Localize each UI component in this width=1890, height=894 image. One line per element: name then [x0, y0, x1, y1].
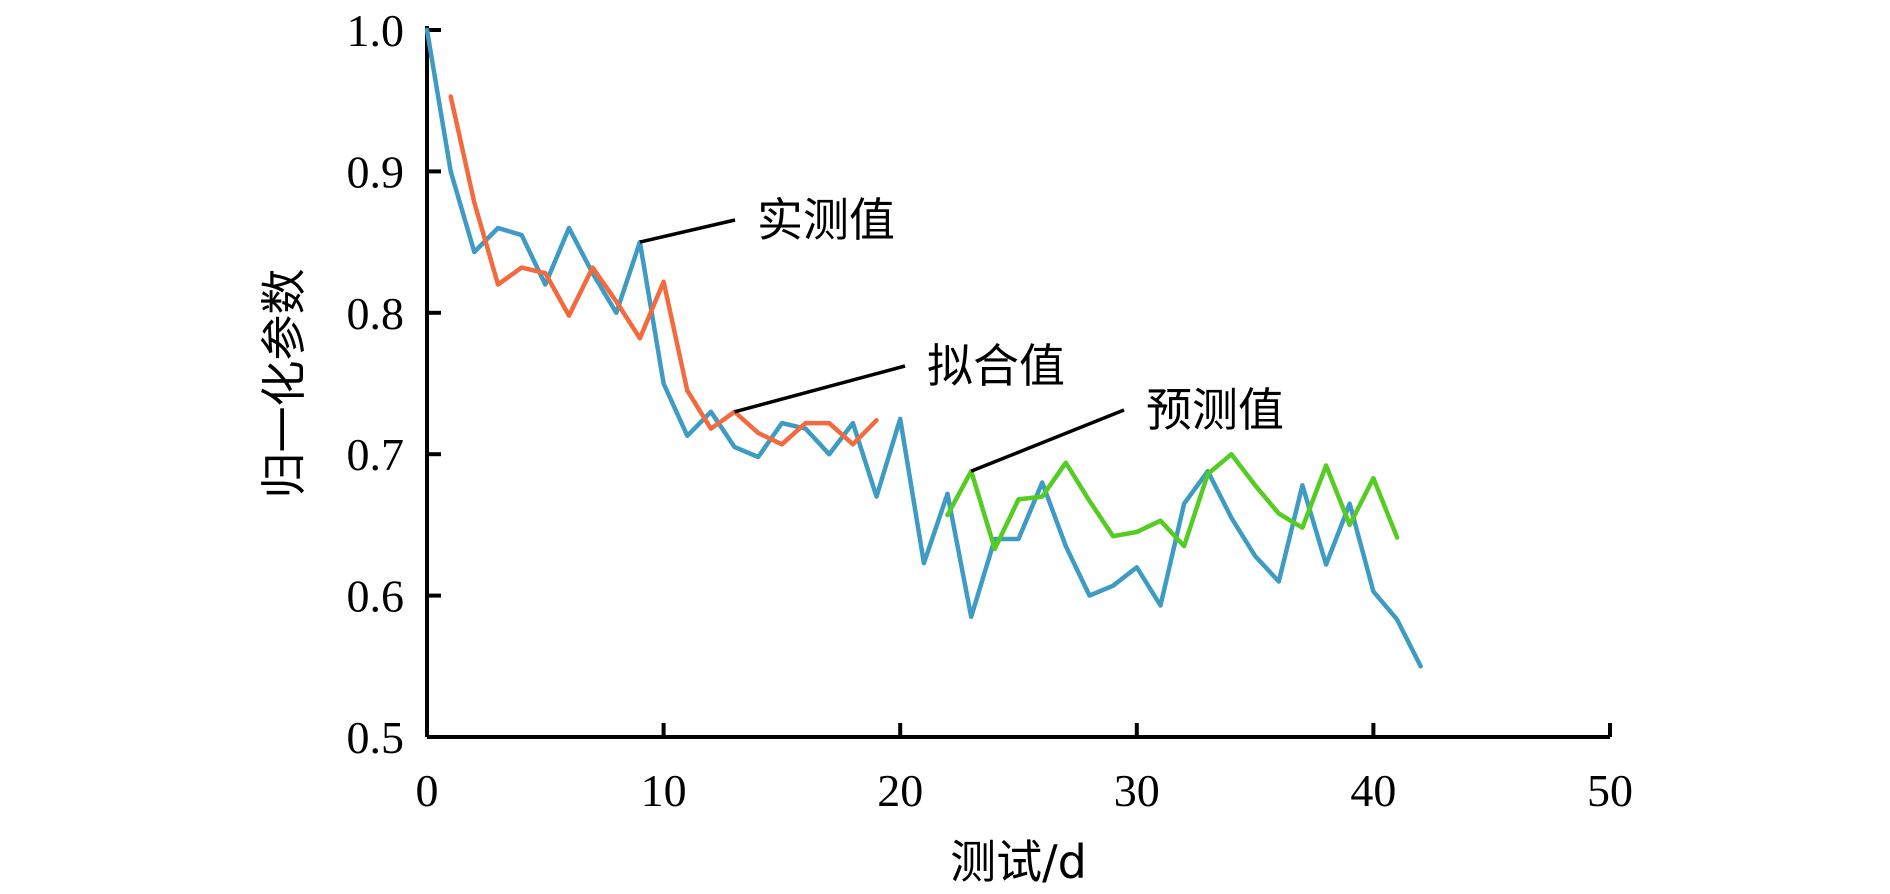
y-tick-label: 0.8	[347, 288, 405, 339]
x-tick-label: 0	[416, 765, 439, 816]
y-tick-label: 1.0	[347, 5, 405, 56]
y-tick-label: 0.5	[347, 712, 405, 763]
y-tick-label: 0.6	[347, 571, 405, 622]
chart-series	[424, 27, 1423, 669]
x-tick-label: 10	[641, 765, 687, 816]
x-tick-label: 20	[877, 765, 923, 816]
x-tick-label: 50	[1587, 765, 1633, 816]
annotation-label: 实测值	[757, 193, 895, 247]
annotation-label: 拟合值	[927, 339, 1065, 393]
annotation-leader	[639, 218, 736, 244]
annotation-leader	[734, 364, 906, 414]
x-tick-label: 40	[1350, 765, 1396, 816]
x-axis-title: 测试/d	[950, 835, 1087, 889]
y-tick-label: 0.7	[347, 429, 405, 480]
y-axis-title: 归一化参数	[257, 269, 311, 499]
x-tick-label: 30	[1114, 765, 1160, 816]
annotation-leader	[970, 408, 1125, 473]
annotation-label: 预测值	[1146, 383, 1284, 437]
chart-ticks: 0 10 20 30 40 50 0.5 0.6 0.7 0.8 0.9 1.0	[347, 5, 1634, 816]
series-line-3	[945, 451, 1400, 552]
y-tick-label: 0.9	[347, 146, 405, 197]
chart-axes	[425, 26, 1610, 739]
series-line-1	[424, 27, 1423, 669]
